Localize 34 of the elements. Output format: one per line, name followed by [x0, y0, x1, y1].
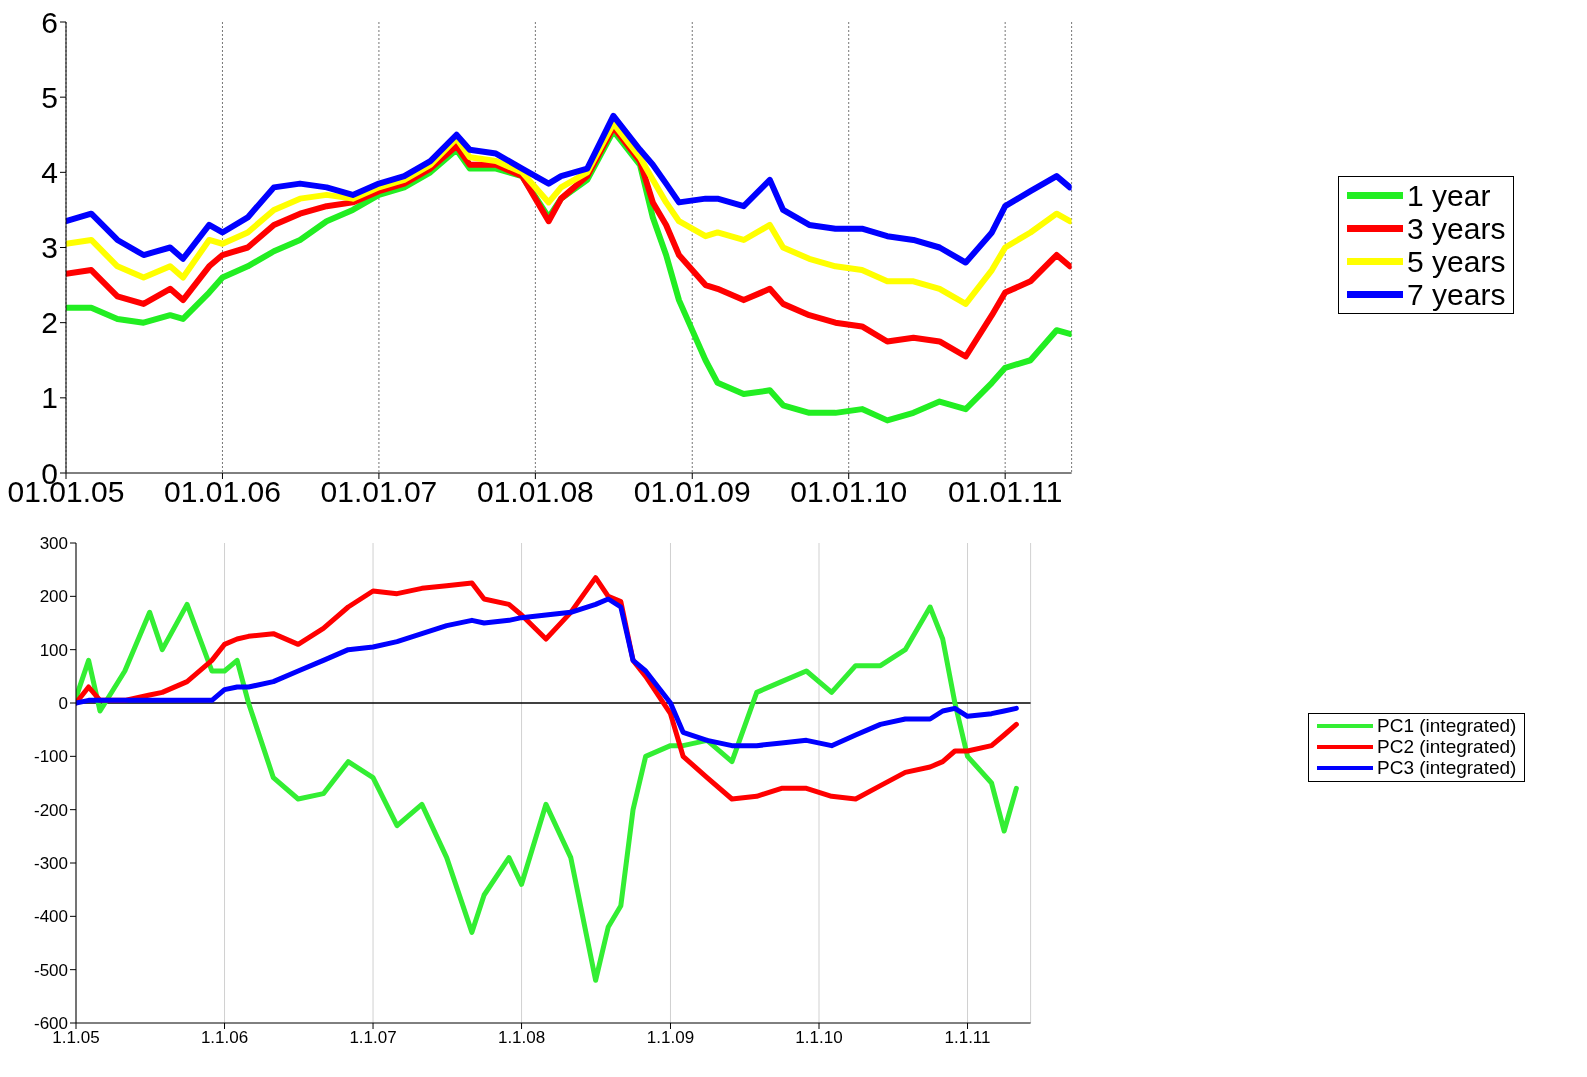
x-tick-label: 01.01.06 [164, 475, 281, 509]
y-tick-label: -300 [33, 854, 68, 874]
x-tick-label: 1.1.11 [944, 1028, 991, 1048]
y-tick-label: 0 [58, 694, 68, 714]
x-tick-label: 01.01.07 [320, 475, 438, 509]
y-tick-label: 300 [39, 534, 68, 554]
y-tick-label: 3 [41, 231, 58, 265]
legend-label: PC2 (integrated) [1377, 735, 1517, 758]
x-tick-label: 01.01.08 [476, 475, 594, 509]
legend-label: 3 years [1407, 212, 1506, 245]
y-tick-label: -100 [33, 747, 68, 767]
legend-label: PC1 (integrated) [1377, 715, 1517, 737]
legend-label: 1 year [1407, 179, 1491, 212]
x-tick-label: 1.1.06 [200, 1028, 249, 1048]
y-tick-label: -400 [33, 907, 68, 927]
x-tick-label: 01.01.09 [633, 475, 751, 509]
y-tick-label: 4 [41, 155, 58, 189]
y-tick-label: 200 [39, 587, 68, 607]
x-tick-label: 01.01.11 [947, 475, 1063, 509]
x-tick-label: 1.1.08 [497, 1028, 546, 1048]
y-tick-label: 2 [41, 306, 58, 340]
x-tick-label: 1.1.09 [646, 1028, 695, 1048]
y-tick-label: 1 [41, 381, 58, 415]
legend-label: 7 years [1407, 278, 1506, 311]
y-tick-label: 100 [39, 640, 68, 660]
legend-label: PC3 (integrated) [1377, 756, 1517, 779]
y-tick-label: -200 [33, 800, 68, 820]
y-tick-label: -500 [33, 960, 68, 980]
y-tick-label: 6 [41, 5, 58, 39]
legend-label: 5 years [1407, 245, 1506, 278]
x-tick-label: 1.1.07 [349, 1028, 397, 1048]
x-tick-label: 01.01.10 [790, 475, 908, 509]
y-tick-label: 5 [41, 80, 58, 114]
x-tick-label: 1.1.10 [795, 1028, 843, 1048]
